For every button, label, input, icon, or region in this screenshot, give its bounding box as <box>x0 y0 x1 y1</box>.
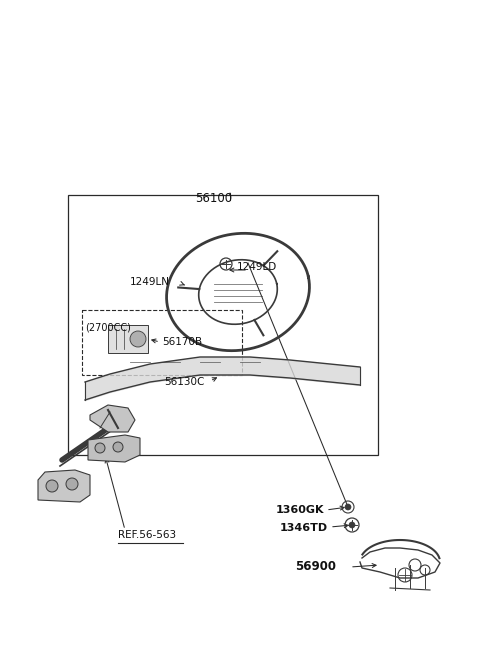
Bar <box>68 195 378 455</box>
Text: 56900: 56900 <box>295 560 336 573</box>
Polygon shape <box>88 435 140 462</box>
Bar <box>82 310 242 375</box>
Text: 56170B: 56170B <box>162 337 202 347</box>
Circle shape <box>95 443 105 453</box>
Text: 56100: 56100 <box>195 192 232 205</box>
Text: REF.56-563: REF.56-563 <box>118 530 176 540</box>
Text: (2700CC): (2700CC) <box>85 322 131 332</box>
Bar <box>108 325 148 353</box>
Circle shape <box>349 522 355 528</box>
Polygon shape <box>90 405 135 432</box>
Circle shape <box>66 478 78 490</box>
Circle shape <box>46 480 58 492</box>
Circle shape <box>113 442 123 452</box>
Text: 1249LD: 1249LD <box>237 262 277 272</box>
Circle shape <box>345 504 351 510</box>
Text: 1346TD: 1346TD <box>280 523 328 533</box>
Text: 1360GK: 1360GK <box>276 505 324 515</box>
Text: 1249LN: 1249LN <box>130 277 170 287</box>
Polygon shape <box>38 470 90 502</box>
Text: 56130C: 56130C <box>164 377 204 387</box>
Circle shape <box>130 331 146 347</box>
